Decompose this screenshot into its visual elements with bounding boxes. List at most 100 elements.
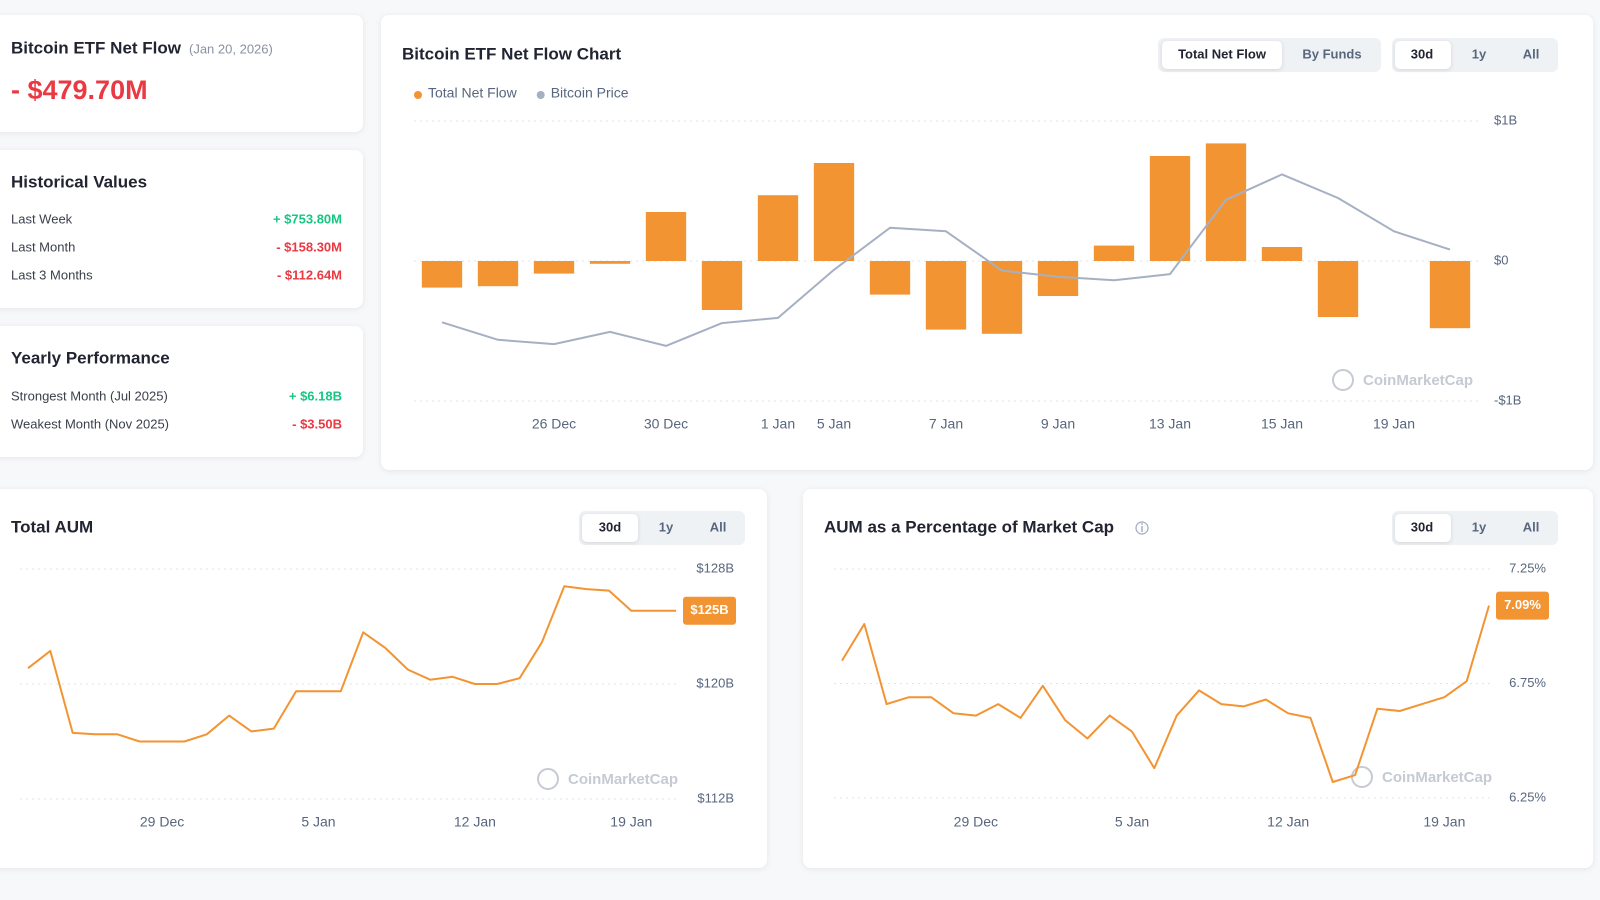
bar [1429, 261, 1471, 329]
legend-marker [536, 91, 545, 99]
bar [1205, 143, 1247, 261]
tab[interactable]: By Funds [1302, 46, 1361, 61]
legend-label[interactable]: Bitcoin Price [551, 85, 629, 101]
row-value: - $3.50B [292, 416, 342, 431]
yearly-card [0, 326, 363, 457]
y-tick-label: 6.75% [1509, 675, 1546, 690]
bar [589, 261, 631, 264]
chart-title: Total AUM [11, 517, 93, 536]
x-tick-label: 19 Jan [1423, 814, 1465, 830]
value-badge [683, 596, 736, 625]
bar [645, 212, 687, 261]
watermark: CoinMarketCap [568, 771, 678, 788]
y-tick-label: $120B [696, 675, 734, 690]
watermark: CoinMarketCap [1382, 769, 1492, 786]
row-value: - $158.30M [276, 239, 342, 254]
legend-label[interactable]: Total Net Flow [428, 85, 518, 101]
bar [477, 261, 519, 287]
x-tick-label: 29 Dec [140, 814, 184, 830]
x-tick-label: 7 Jan [929, 416, 963, 432]
tab[interactable]: Total Net Flow [1178, 46, 1267, 61]
x-tick-label: 5 Jan [301, 814, 335, 830]
x-tick-label: 13 Jan [1149, 416, 1191, 432]
line [27, 585, 676, 743]
x-tick-label: 19 Jan [610, 814, 652, 830]
y-tick-label: 7.25% [1509, 560, 1546, 575]
row-label: Last Week [11, 211, 73, 226]
watermark: CoinMarketCap [1363, 372, 1473, 389]
info-icon[interactable] [1135, 521, 1149, 535]
range-button[interactable]: 30d [1411, 46, 1433, 61]
chart-title: AUM as a Percentage of Market Cap [824, 517, 1114, 536]
range-active[interactable] [582, 514, 638, 542]
x-tick-label: 26 Dec [532, 416, 576, 432]
line [841, 605, 1490, 783]
row-label: Last 3 Months [11, 267, 93, 282]
row-label: Weakest Month (Nov 2025) [11, 416, 169, 431]
historical-title: Historical Values [11, 172, 147, 191]
bar [1317, 261, 1359, 317]
bar [981, 261, 1023, 334]
bar [533, 261, 575, 274]
y-tick-label: 6.25% [1509, 789, 1546, 804]
x-tick-label: 9 Jan [1041, 416, 1075, 432]
range-button[interactable]: All [1523, 519, 1540, 534]
legend-marker [414, 91, 422, 99]
historical-card [0, 150, 363, 308]
x-tick-label: 29 Dec [954, 814, 998, 830]
bar [701, 261, 743, 310]
watermark-logo [1332, 369, 1354, 391]
y-tick-label: $1B [1494, 112, 1517, 127]
range-button[interactable]: All [1523, 46, 1540, 61]
y-tick-label: $0 [1494, 252, 1508, 267]
aum-pct-card [803, 489, 1593, 868]
x-tick-label: 5 Jan [817, 416, 851, 432]
range-button[interactable]: 30d [1411, 519, 1433, 534]
bar [1149, 156, 1191, 261]
chart-title: Bitcoin ETF Net Flow Chart [402, 44, 621, 63]
net-flow-value: - $479.70M [11, 75, 148, 105]
row-value: - $112.64M [277, 267, 342, 282]
net-flow-card [0, 15, 363, 132]
bar [1261, 247, 1303, 261]
x-tick-label: 19 Jan [1373, 416, 1415, 432]
range-button[interactable]: 1y [1472, 46, 1487, 61]
bar [813, 163, 855, 261]
range-active[interactable] [1395, 41, 1451, 69]
line [441, 173, 1451, 347]
watermark-logo [537, 768, 559, 790]
range-button[interactable]: All [710, 519, 727, 534]
net-flow-chart-card [381, 15, 1593, 470]
range-button[interactable]: 1y [1472, 519, 1487, 534]
x-tick-label: 5 Jan [1115, 814, 1149, 830]
aum-card [0, 489, 767, 868]
range-button[interactable]: 30d [599, 519, 621, 534]
value-label: $125B [690, 602, 728, 617]
x-tick-label: 15 Jan [1261, 416, 1303, 432]
bar [421, 261, 463, 288]
value-badge [1496, 591, 1549, 620]
y-tick-label: -$1B [1494, 392, 1521, 407]
x-tick-label: 30 Dec [644, 416, 688, 432]
yearly-title: Yearly Performance [11, 348, 170, 367]
y-tick-label: $112B [697, 790, 734, 805]
row-label: Strongest Month (Jul 2025) [11, 388, 168, 403]
tab-active[interactable] [1162, 41, 1282, 69]
row-value: + $6.18B [289, 388, 342, 403]
range-active[interactable] [1395, 514, 1451, 542]
range-button[interactable]: 1y [659, 519, 674, 534]
row-label: Last Month [11, 239, 75, 254]
x-tick-label: 12 Jan [454, 814, 496, 830]
bar [925, 261, 967, 330]
bar [869, 261, 911, 295]
value-label: 7.09% [1504, 597, 1541, 612]
y-tick-label: $128B [696, 560, 734, 575]
bar [757, 195, 799, 261]
net-flow-date: (Jan 20, 2026) [189, 41, 273, 56]
x-tick-label: 1 Jan [761, 416, 795, 432]
net-flow-title: Bitcoin ETF Net Flow [11, 38, 182, 57]
bar [1093, 245, 1135, 261]
x-tick-label: 12 Jan [1267, 814, 1309, 830]
row-value: + $753.80M [273, 211, 342, 226]
